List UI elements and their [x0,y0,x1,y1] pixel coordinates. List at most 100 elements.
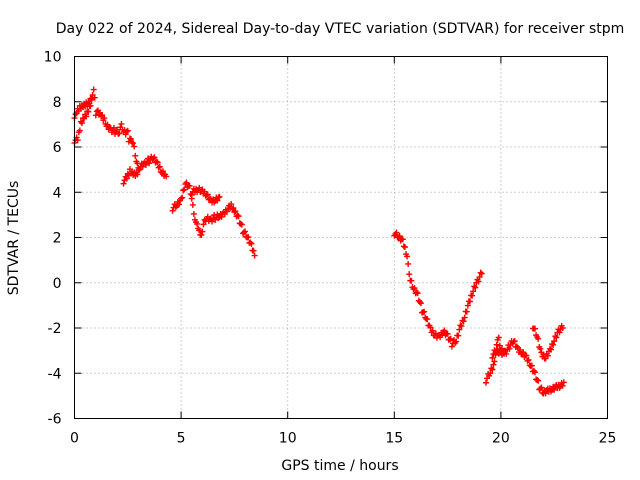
data-point [214,197,221,204]
data-point [546,345,553,352]
data-point [230,204,237,211]
data-point [542,390,549,397]
data-point [506,345,513,352]
data-point [209,218,216,225]
data-point [494,346,501,353]
data-point [155,164,162,171]
data-point [74,137,81,144]
data-point [188,191,195,198]
data-point [204,191,211,198]
data-point [491,358,498,365]
data-point [490,361,497,368]
data-point [461,314,468,321]
y-tick-label: 10 [44,50,62,66]
data-point [99,112,106,119]
data-point [198,232,205,239]
x-tick-label: 0 [70,431,79,447]
data-point [537,345,544,352]
data-point [528,362,535,369]
data-point [466,298,473,305]
data-point [535,377,542,384]
y-tick-label: 6 [53,140,62,156]
data-point [487,370,494,377]
series-segment-9 [489,346,509,361]
series-segment-1 [71,86,170,180]
data-point [411,285,418,292]
data-point [189,201,196,208]
data-point [556,329,563,336]
series-segment-8 [529,322,566,362]
data-point [89,91,96,98]
data-point [123,128,130,135]
y-tick-label: 0 [53,276,62,292]
data-point [495,334,502,341]
data-point [424,316,431,323]
x-axis-label: GPS time / hours [281,458,398,474]
data-point [250,247,257,254]
data-point [116,130,123,137]
data-point [186,182,193,189]
data-point [196,227,203,234]
data-point [200,221,207,228]
data-point [421,308,428,315]
data-point [401,244,408,251]
data-point [456,326,463,333]
x-tick-label: 5 [177,431,186,447]
plot-frame [74,56,608,419]
data-point [551,386,558,393]
data-point [399,236,406,243]
data-point [470,288,477,295]
y-tick-label: -4 [48,366,62,382]
data-point [181,186,188,193]
data-point [118,120,125,127]
series-segment-4 [169,179,258,259]
data-point [463,308,470,315]
data-point [550,341,557,348]
data-point [127,136,134,143]
data-point [525,356,532,363]
data-point [482,379,489,386]
data-point [231,209,238,216]
data-point [413,289,420,296]
data-point [229,206,236,213]
data-point [447,335,454,342]
data-point [475,278,482,285]
y-tick-label: 2 [53,231,62,247]
data-point [146,160,153,167]
data-point [122,131,129,138]
data-point [460,318,467,325]
data-point [553,334,560,341]
data-point [151,154,158,161]
data-point [114,126,121,133]
data-point [248,240,255,247]
data-point [159,168,166,175]
data-point [194,220,201,227]
data-point [130,140,137,147]
data-point [455,332,462,339]
data-point [548,346,555,353]
data-point [199,228,206,235]
data-point [251,252,258,259]
x-tick-label: 20 [492,431,510,447]
data-point [178,195,185,202]
data-point [175,201,182,208]
data-point [458,323,465,330]
data-point [489,366,496,373]
data-point [150,155,157,162]
data-point [83,113,90,120]
data-point [78,120,85,127]
data-point [124,127,131,134]
data-point [238,221,245,228]
data-point [110,124,117,131]
data-point [247,239,254,246]
data-point [216,193,223,200]
data-point [478,270,485,277]
data-point [472,284,479,291]
series-segment-3 [120,166,143,187]
data-point [416,298,423,305]
data-point [544,352,551,359]
data-point [154,159,161,166]
data-point [410,286,417,293]
data-point [76,127,83,134]
